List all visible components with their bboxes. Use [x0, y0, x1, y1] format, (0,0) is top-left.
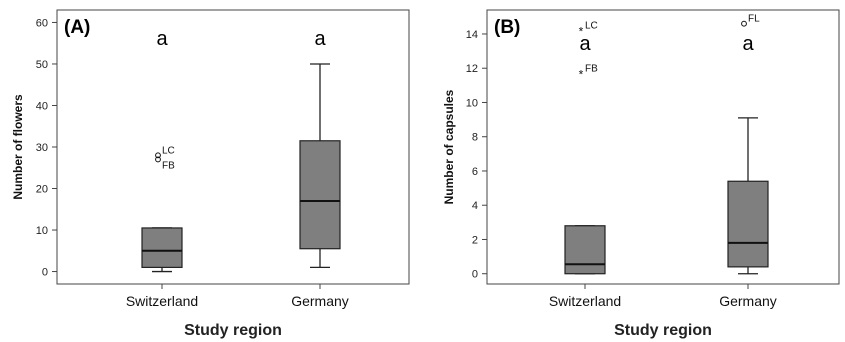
y-axis-title: Number of flowers: [11, 94, 25, 200]
box-switzerland: a* LC* FB: [564, 21, 606, 275]
iqr-box: [299, 140, 341, 250]
y-tick-label: 2: [472, 234, 478, 246]
outlier-marker: *: [579, 25, 584, 39]
box-switzerland: a LC FB: [141, 28, 183, 273]
y-axis-title: Number of capsules: [442, 89, 456, 204]
outlier-marker: *: [579, 67, 584, 81]
iqr-box: [727, 180, 769, 268]
y-tick-label: 8: [472, 132, 478, 144]
chart-panel-1: 0 2 4 6 8 10 12 14 Number of capsules (B) Switzerl…: [442, 9, 840, 339]
plot-frame: [56, 9, 410, 285]
chart-panel-0: 0 10 20 30 40 50 60 Number of flowers (A) Switzer…: [11, 9, 410, 339]
outlier-label: FB: [585, 63, 598, 74]
x-axis-title: Study region: [614, 322, 712, 339]
y-tick-label: 40: [36, 100, 48, 112]
outlier-label: LC: [585, 21, 598, 32]
y-tick-label: 6: [472, 166, 478, 178]
x-tick-label: Switzerland: [126, 293, 198, 309]
significance-letter: a: [156, 28, 168, 50]
panel-label: (A): [64, 17, 90, 38]
y-tick-label: 14: [466, 29, 478, 41]
panel-label: (B): [494, 17, 520, 38]
y-tick-label: 30: [36, 142, 48, 154]
x-axis-title: Study region: [184, 322, 282, 339]
outlier-label: FL: [748, 14, 760, 25]
y-tick-label: 12: [466, 63, 478, 75]
iqr-box: [564, 225, 606, 275]
significance-letter: a: [579, 33, 591, 55]
outlier-marker: [155, 152, 161, 159]
x-tick-label: Germany: [719, 293, 777, 309]
y-tick-label: 0: [42, 267, 48, 279]
outlier-label: LC: [162, 145, 175, 156]
x-tick-label: Germany: [291, 293, 349, 309]
y-tick-label: 0: [472, 269, 478, 281]
x-tick-label: Switzerland: [549, 293, 621, 309]
y-tick-label: 4: [472, 200, 478, 212]
y-tick-label: 10: [466, 97, 478, 109]
y-tick-label: 10: [36, 225, 48, 237]
significance-letter: a: [314, 28, 326, 50]
y-tick-label: 60: [36, 17, 48, 29]
y-tick-label: 50: [36, 59, 48, 71]
iqr-box: [141, 227, 183, 268]
box-germany: a: [299, 28, 341, 269]
plot-frame: [486, 9, 840, 285]
y-tick-label: 20: [36, 184, 48, 196]
significance-letter: a: [742, 33, 754, 55]
outlier-marker: [155, 156, 161, 163]
outlier-label: FB: [162, 160, 175, 171]
outlier-marker: [741, 20, 747, 27]
box-germany: a FL: [727, 14, 769, 275]
